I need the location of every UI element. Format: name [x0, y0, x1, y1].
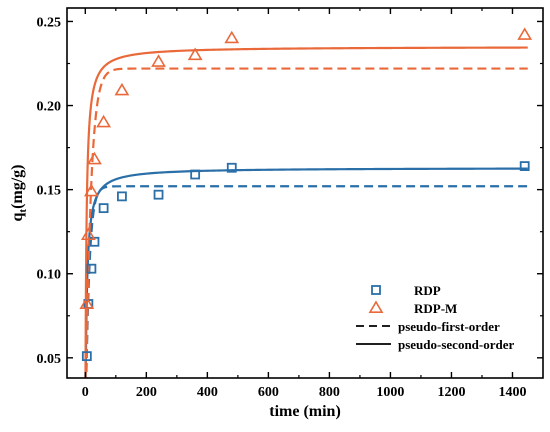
x-tick-label: 600 — [258, 385, 279, 400]
y-tick-label: 0.25 — [37, 15, 62, 30]
x-tick-label: 1200 — [437, 385, 465, 400]
RDP-point — [81, 351, 92, 362]
pseudo-first-order-curve — [85, 185, 528, 378]
y-axis-title-unit: (mg/g) — [9, 164, 26, 208]
RDP-M-point — [84, 183, 99, 197]
x-tick-label: 800 — [319, 385, 340, 400]
y-tick-label: 0.05 — [37, 352, 62, 367]
svg-text:qt(mg/g): qt(mg/g) — [9, 164, 29, 221]
fit-curves — [84, 46, 528, 378]
RDP-M-point — [517, 27, 533, 40]
x-tick-label: 0 — [82, 385, 89, 400]
RDP-point — [519, 161, 530, 171]
RDP-M-point — [151, 54, 166, 67]
plot-frame — [66, 7, 544, 379]
legend-marker-rdp — [371, 285, 381, 295]
legend-label-rdp: RDP — [414, 283, 441, 298]
pseudo-second-order-curve — [84, 167, 528, 378]
RDP-point — [89, 236, 100, 247]
y-tick-label: 0.20 — [37, 100, 62, 115]
RDP-M-point — [187, 47, 203, 61]
RDP-M-point — [96, 114, 112, 128]
RDP-M-point — [80, 227, 96, 241]
pseudo-second-order-curve — [84, 46, 528, 378]
RDP-M-point — [114, 82, 130, 96]
pseudo-first-order-curve — [85, 67, 528, 378]
y-axis-title-main: q — [9, 213, 26, 222]
axes: 0 200 400 600 800 1000 1200 1400 0.05 0.10 0.15 0.2… — [37, 7, 544, 400]
RDP-M-point — [224, 30, 240, 44]
RDP-point — [153, 189, 164, 200]
RDP-M-point — [79, 296, 95, 309]
RDP-point — [117, 191, 127, 202]
x-tick-label: 200 — [136, 385, 157, 400]
axis-labels: time (min) qt(mg/g) — [9, 164, 341, 420]
RDP-point — [226, 162, 237, 173]
RDP-point — [190, 169, 201, 180]
legend: RDP RDP-M pseudo-first-order pseudo-second-… — [356, 283, 515, 352]
y-tick-label: 0.15 — [37, 184, 62, 199]
y-axis-title-sub: t — [17, 209, 29, 213]
RDP-point — [98, 203, 109, 214]
y-axis-title: qt(mg/g) — [9, 164, 29, 221]
RDP-M-point — [87, 151, 102, 165]
legend-label-pfo: pseudo-first-order — [398, 319, 500, 334]
RDP-point — [86, 263, 97, 274]
legend-label-pso: pseudo-second-order — [398, 337, 515, 352]
x-tick-label: 400 — [197, 385, 218, 400]
x-tick-label: 1400 — [498, 385, 526, 400]
x-axis-title: time (min) — [269, 403, 341, 420]
y-tick-label: 0.10 — [37, 268, 62, 283]
data-points — [79, 27, 533, 362]
x-tick-label: 1000 — [376, 385, 404, 400]
legend-marker-rdp-m — [368, 300, 384, 313]
legend-label-rdp-m: RDP-M — [414, 301, 457, 316]
